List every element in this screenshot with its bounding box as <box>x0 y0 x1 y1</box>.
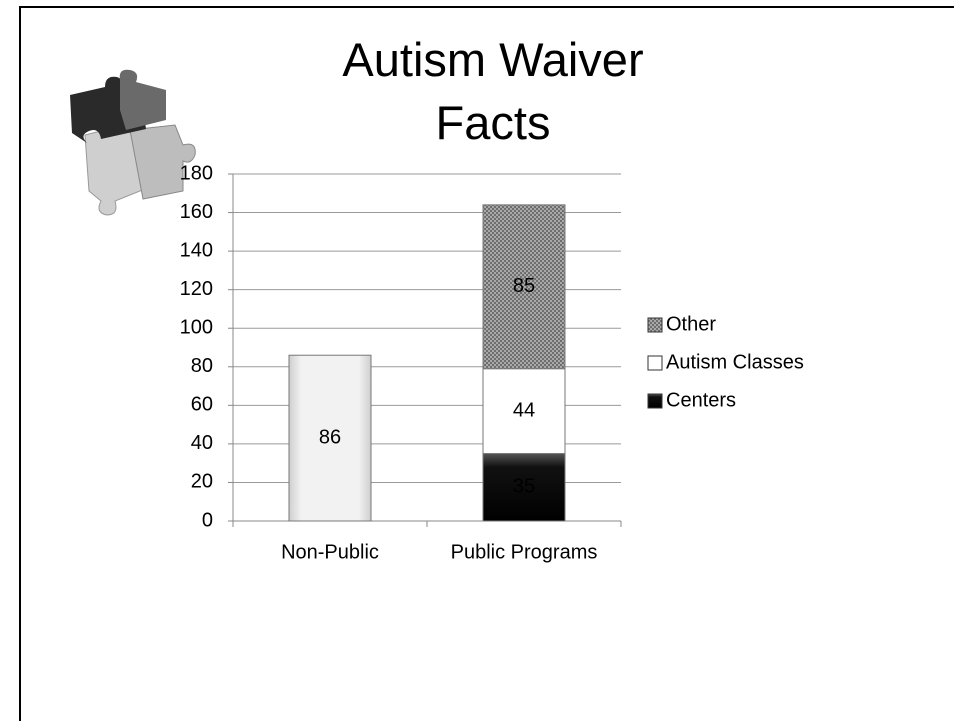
y-tick-label: 60 <box>191 394 213 416</box>
data-label: 35 <box>513 476 535 498</box>
x-tick-label: Non-Public <box>281 541 379 563</box>
legend-swatch <box>647 355 663 371</box>
y-tick-label: 80 <box>191 355 213 377</box>
y-tick-label: 100 <box>180 317 213 339</box>
legend-label: Autism Classes <box>666 351 804 373</box>
data-label: 85 <box>513 275 535 297</box>
y-tick-label: 160 <box>180 201 213 223</box>
bar <box>288 354 372 522</box>
chart-title: Autism Waiver Facts <box>342 33 644 149</box>
bar <box>482 204 566 370</box>
y-tick-label: 0 <box>202 509 213 531</box>
y-tick-label: 180 <box>180 162 213 184</box>
bar <box>482 453 566 522</box>
slide-border <box>19 6 954 721</box>
y-tick-label: 20 <box>191 471 213 493</box>
y-tick-label: 40 <box>191 432 213 454</box>
data-label: 44 <box>513 399 535 421</box>
x-tick-label: Public Programs <box>451 541 598 563</box>
y-tick-label: 140 <box>180 239 213 261</box>
legend-label: Centers <box>666 389 736 411</box>
legend-swatch <box>647 393 663 409</box>
puzzle-decoration <box>70 69 196 216</box>
data-label: 86 <box>319 426 341 448</box>
legend-label: Other <box>666 313 716 335</box>
bar <box>482 368 566 455</box>
y-tick-label: 120 <box>180 278 213 300</box>
legend-swatch <box>647 317 663 333</box>
